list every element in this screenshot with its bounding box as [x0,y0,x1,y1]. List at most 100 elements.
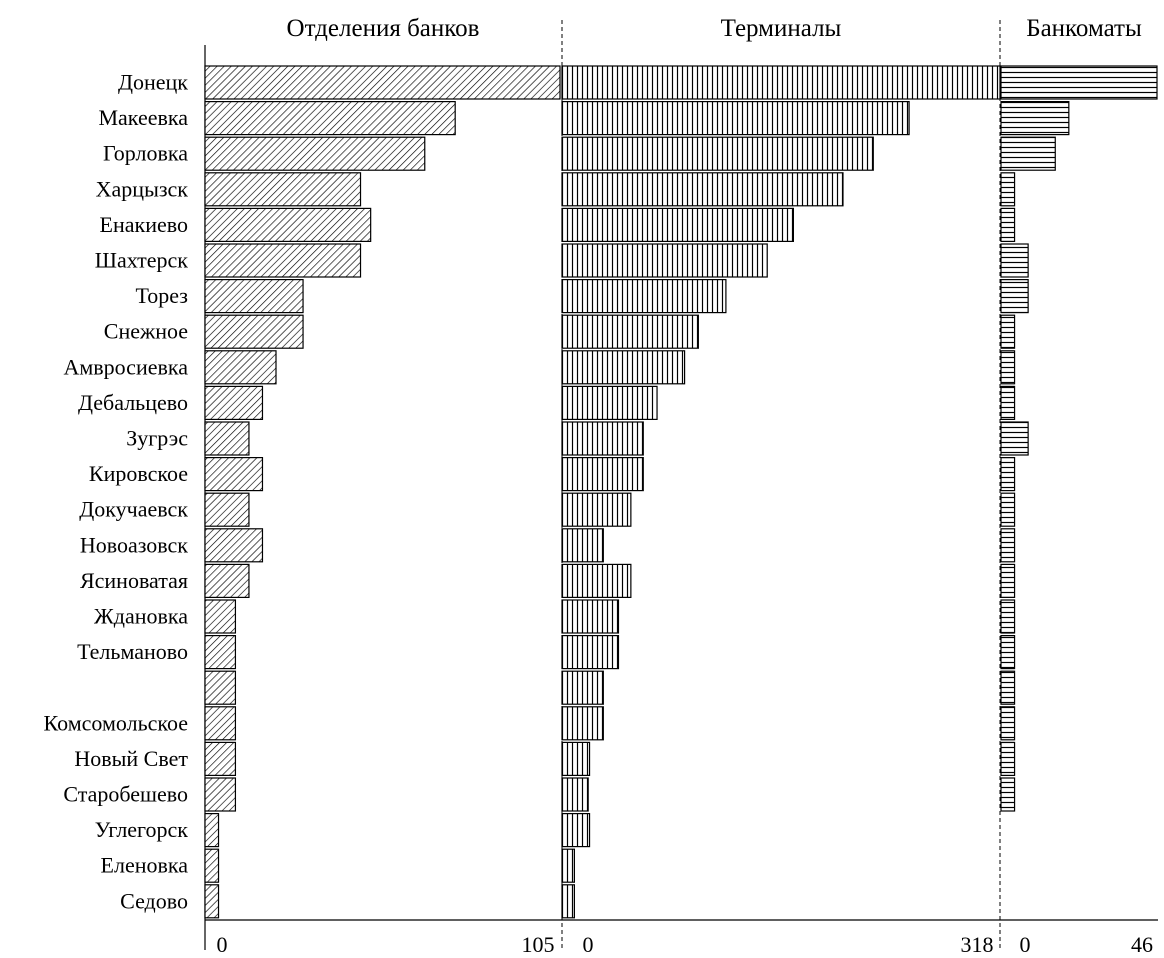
category-label: Старобешево [63,782,188,807]
category-label: Амвросиевка [63,354,188,379]
bar-branches [204,848,220,883]
bar-atms [1000,100,1070,136]
panel-title-terminals: Терминалы [721,15,842,42]
category-label: Ясиноватая [80,568,188,593]
category-label: Зугрэс [126,426,188,451]
category-label: Шахтерск [95,248,189,273]
bar-atms [1000,670,1016,705]
tick-label-terminals-min: 0 [583,932,594,957]
bar-branches [204,634,237,670]
category-label: Горловка [103,141,188,166]
bar-terminals [561,100,910,136]
bar-branches [204,314,304,349]
bar-branches [204,884,220,919]
bar-branches [204,528,264,563]
bar-atms [1000,207,1016,242]
bar-branches [204,457,264,492]
bar-branches [204,421,250,456]
bar-atms [1000,65,1158,100]
bar-terminals [561,528,604,563]
panel-title-branches: Отделения банков [287,15,480,42]
category-label: Торез [135,283,188,308]
bar-terminals [561,136,874,171]
bar-branches [204,670,237,705]
bar-terminals [561,279,727,314]
bar-branches [204,350,277,385]
tick-label-atms-max: 46 [1131,932,1153,957]
bar-branches [204,136,426,171]
bar-atms [1000,350,1016,385]
bar-branches [204,563,250,599]
bar-terminals [561,884,575,919]
bar-terminals [561,421,644,456]
category-label: Еленовка [101,853,189,878]
bar-terminals [561,172,844,207]
bar-branches [204,706,237,741]
bar-atms [1000,421,1029,456]
bar-branches [204,100,456,136]
bar-atms [1000,172,1016,207]
bar-terminals [561,599,620,634]
bar-branches [204,599,237,634]
bar-branches [204,279,304,314]
bar-branches [204,385,264,420]
bar-terminals [561,350,686,385]
bar-atms [1000,599,1016,634]
bar-terminals [561,777,589,812]
category-label: Дебальцево [78,390,188,415]
category-label: Кировское [89,461,188,486]
bar-terminals [561,314,699,349]
bar-terminals [561,65,1001,100]
category-label: Новый Свет [74,746,188,771]
bar-atms [1000,528,1016,563]
bar-atms [1000,706,1016,741]
bar-branches [204,243,362,278]
tick-label-branches-max: 105 [522,932,555,957]
bar-terminals [561,243,768,278]
bar-branches [204,207,372,242]
bar-branches [204,172,362,207]
bar-terminals [561,706,604,741]
bar-terminals [561,457,644,492]
bar-atms [1000,777,1016,812]
bar-terminals [561,848,575,883]
bar-terminals [561,207,794,242]
bar-atms [1000,279,1029,314]
bar-branches [204,65,561,100]
bar-branches [204,492,250,527]
bar-terminals [561,385,658,420]
category-label: Макеевка [98,105,188,130]
category-label: Енакиево [100,212,188,237]
bar-atms [1000,314,1016,349]
bar-branches [204,812,220,848]
category-label: Ждановка [94,604,188,629]
tick-label-terminals-max: 318 [961,932,994,957]
panel-title-atms: Банкоматы [1026,15,1142,42]
bar-terminals [561,492,632,527]
category-label: Углегорск [95,817,189,842]
bar-terminals [561,741,591,777]
bar-atms [1000,492,1016,527]
bar-terminals [561,670,604,705]
bar-terminals [561,634,620,670]
category-label: Снежное [104,319,188,344]
category-label: Донецк [118,70,188,95]
bar-atms [1000,136,1056,171]
category-label: Седово [120,888,188,913]
bar-atms [1000,741,1016,777]
bar-atms [1000,563,1016,599]
category-label: Докучаевск [79,497,188,522]
bar-branches [204,777,237,812]
tick-label-atms-min: 0 [1020,932,1031,957]
category-label: Тельманово [77,639,188,664]
bar-terminals [561,812,591,848]
category-label: Комсомольское [44,710,188,735]
bar-atms [1000,243,1029,278]
bar-atms [1000,634,1016,670]
category-label: Харцызск [96,176,189,201]
bar-atms [1000,385,1016,420]
tick-label-branches-min: 0 [217,932,228,957]
bar-terminals [561,563,632,599]
category-label: Новоазовск [80,532,188,557]
